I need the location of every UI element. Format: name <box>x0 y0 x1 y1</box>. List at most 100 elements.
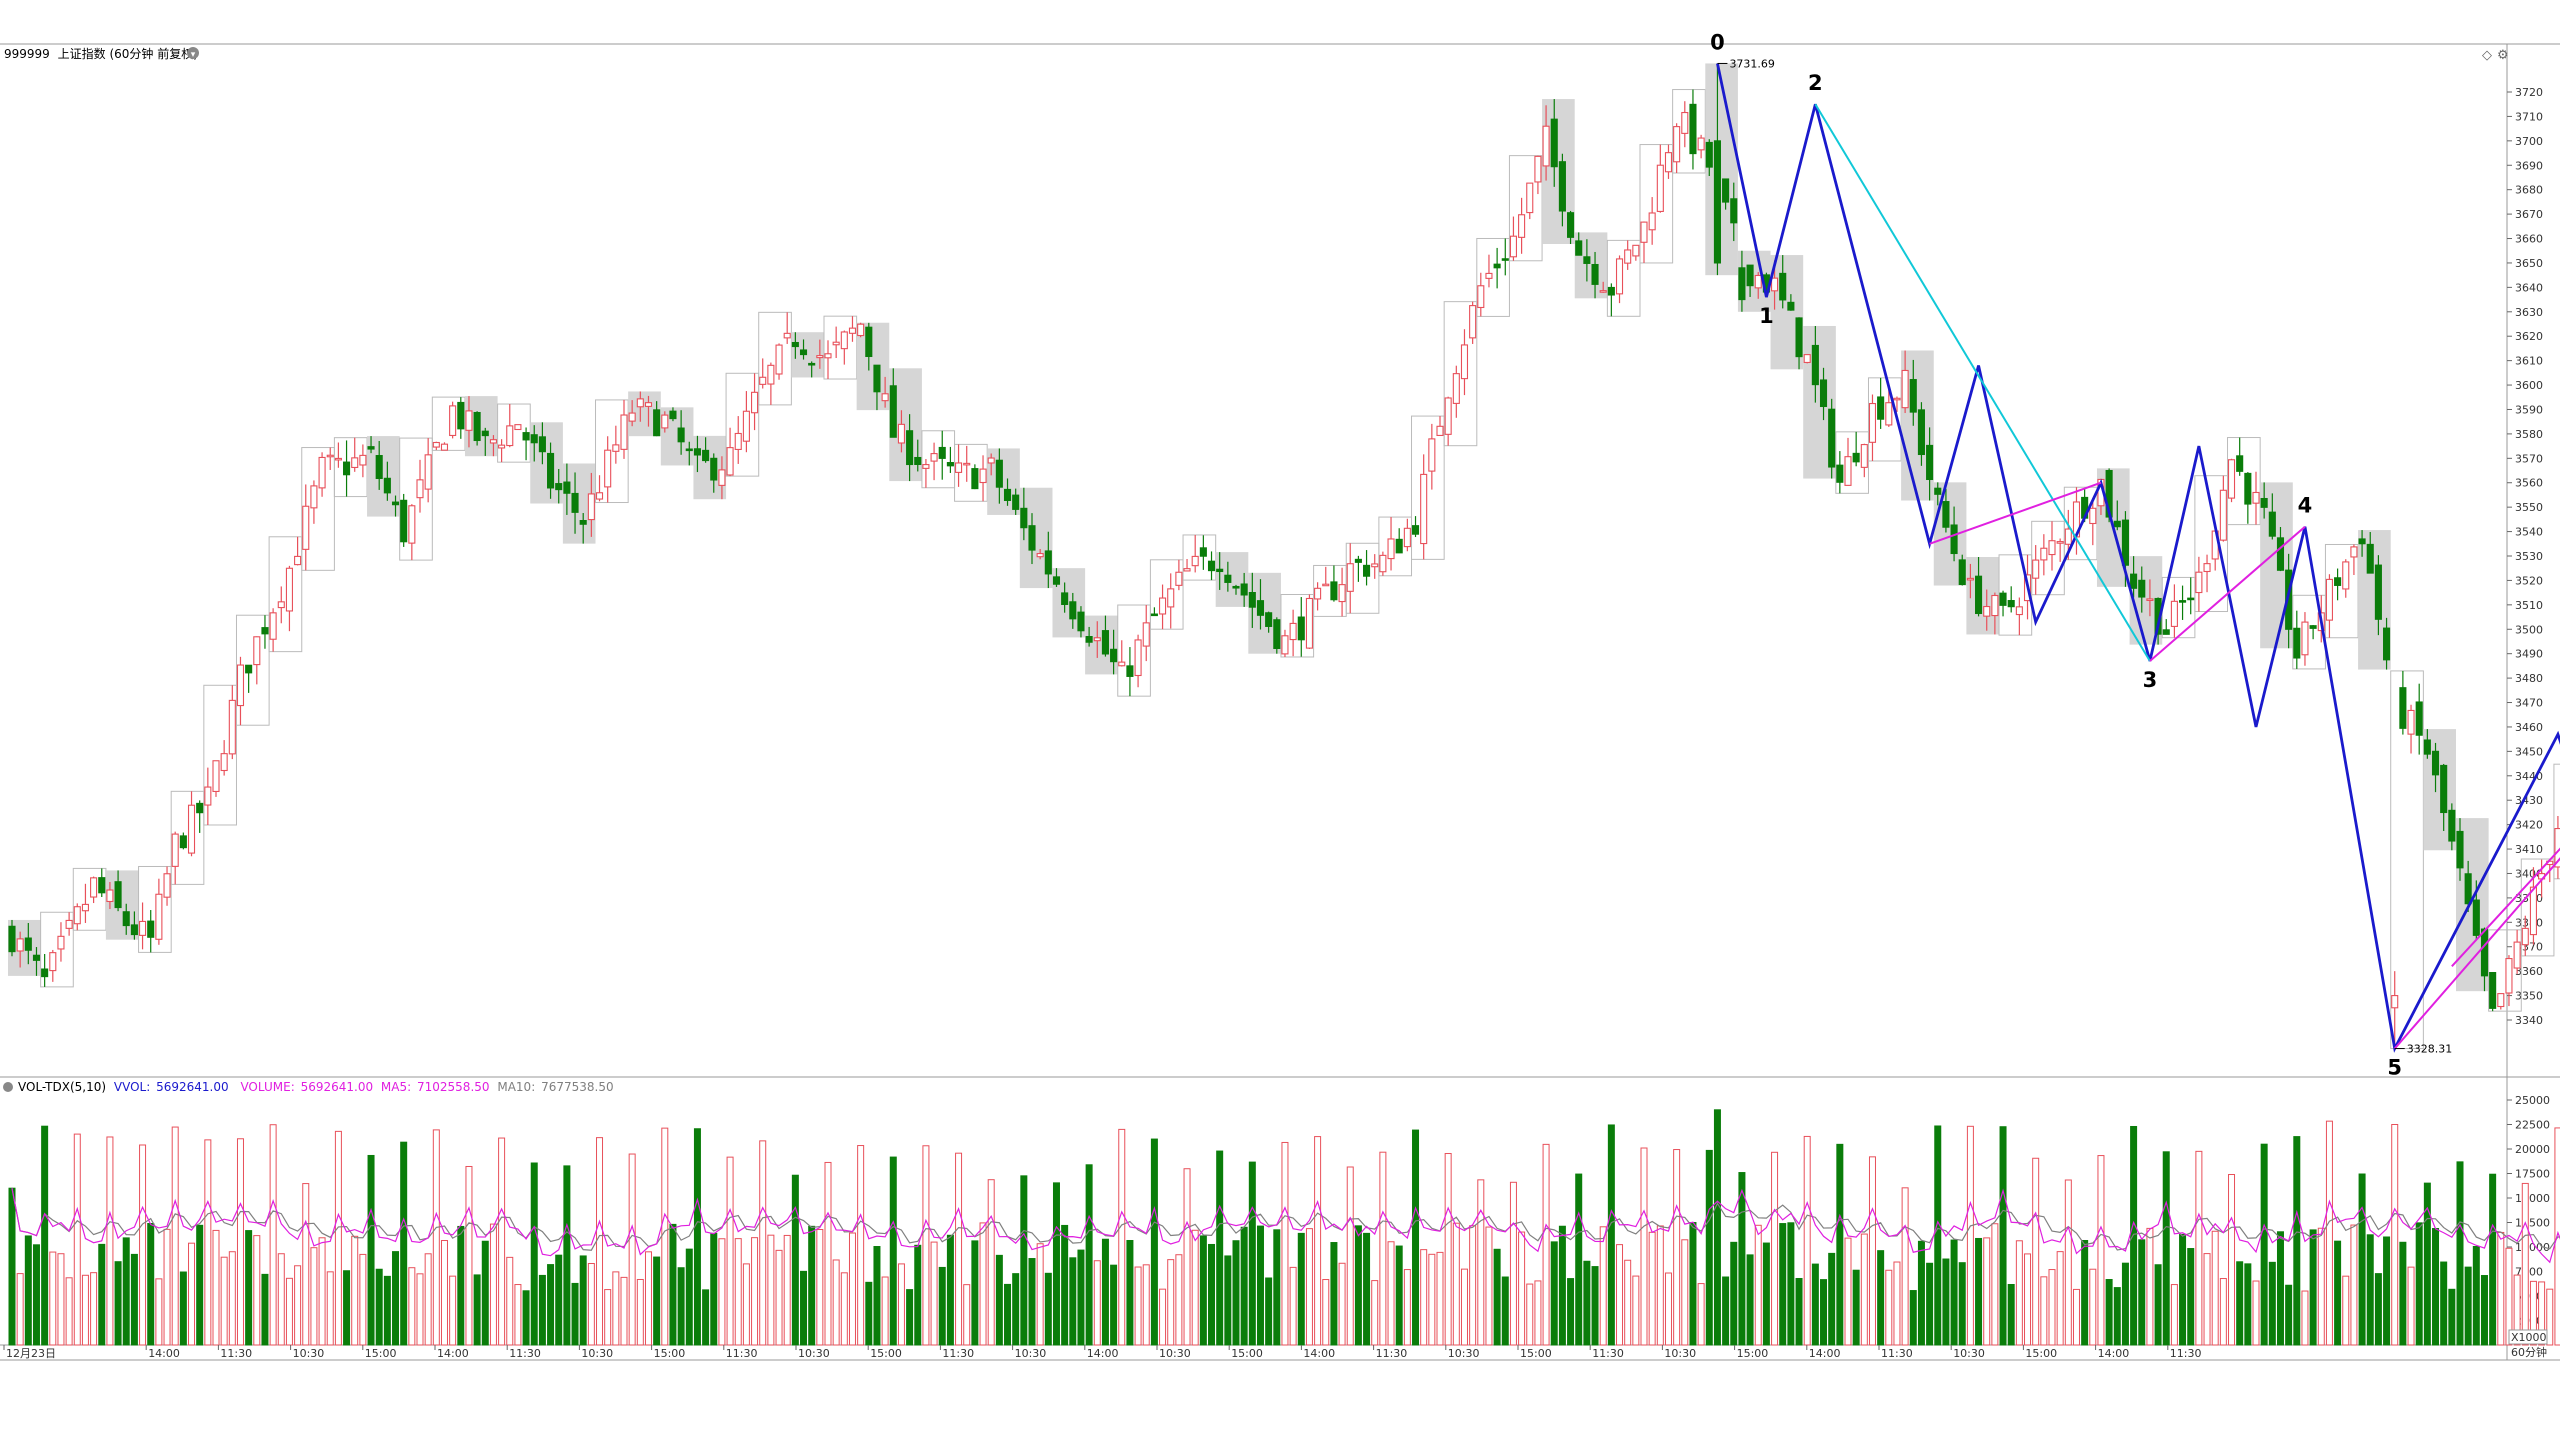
volume-bar <box>685 1248 693 1346</box>
volume-bar <box>2497 1231 2505 1346</box>
candle-body <box>1167 588 1175 608</box>
candle <box>742 391 750 453</box>
volume-bar <box>1966 1125 1974 1346</box>
candle <box>1795 317 1803 370</box>
candle <box>514 424 522 431</box>
candle <box>906 414 914 482</box>
volume-bar <box>1509 1181 1517 1346</box>
candle-body <box>2529 886 2537 936</box>
candle <box>2374 555 2382 636</box>
volume-bar <box>2293 1136 2301 1346</box>
volume-bar <box>449 1275 457 1346</box>
settings-icon[interactable] <box>187 47 199 59</box>
candle-body <box>2048 540 2056 556</box>
volume-bar <box>726 1156 734 1346</box>
volume-bar <box>481 1240 489 1346</box>
candle <box>889 368 897 438</box>
candle-body <box>1232 585 1240 589</box>
candle-body <box>449 405 457 437</box>
consolidation-box <box>1149 559 1184 630</box>
candle <box>685 441 693 466</box>
candle-body <box>791 341 799 348</box>
volume-bar <box>938 1266 946 1346</box>
candle-body <box>343 461 351 476</box>
volume-bar <box>1567 1278 1575 1346</box>
candle-body <box>612 444 620 452</box>
candle <box>179 832 187 850</box>
candle-body <box>1509 235 1517 258</box>
candle <box>351 437 359 472</box>
candle-body <box>1689 103 1697 155</box>
candle-body <box>1746 264 1754 287</box>
volume-bar <box>334 1130 342 1346</box>
candle <box>1020 487 1028 541</box>
candle-body <box>1044 550 1052 575</box>
vol-settings-icon[interactable] <box>3 1082 13 1092</box>
candle-body <box>832 341 840 346</box>
candle-body <box>1852 452 1860 463</box>
candle <box>1664 144 1673 179</box>
candle-body <box>1795 317 1803 358</box>
volume-bar <box>1950 1239 1958 1346</box>
volume-bar <box>1069 1257 1077 1346</box>
volume-bar <box>1371 1280 1379 1346</box>
volume-bar <box>1697 1283 1705 1346</box>
candle-body <box>2203 563 2211 573</box>
candle-body <box>1289 622 1297 641</box>
volume-bar <box>1101 1238 1109 1346</box>
candle-body <box>163 873 171 898</box>
candle <box>1754 272 1762 299</box>
candle-body <box>922 464 930 469</box>
candle <box>2464 860 2472 912</box>
candle <box>2489 972 2497 1012</box>
candle-body <box>498 444 506 449</box>
volume-bar <box>2342 1275 2350 1346</box>
price-tick-label: 3400 <box>2515 867 2543 880</box>
volume-bar <box>1281 1141 1289 1346</box>
candle <box>946 446 954 473</box>
candle <box>1273 617 1281 654</box>
time-tick-label: 14:00 <box>437 1347 469 1360</box>
candle-body <box>889 385 897 438</box>
candle <box>1950 506 1958 562</box>
candle <box>1615 255 1624 304</box>
candle <box>408 504 416 561</box>
candle-body <box>2399 687 2407 729</box>
candle-body <box>1322 583 1330 587</box>
volume-bar <box>514 1284 522 1346</box>
candle-body <box>1754 274 1762 289</box>
volume-value: 5692641.00 <box>301 1080 374 1094</box>
candle <box>1656 144 1664 213</box>
candle <box>1787 294 1795 311</box>
volume-bar <box>285 1277 293 1346</box>
candle-body <box>1379 554 1387 573</box>
volume-bar <box>90 1272 98 1346</box>
volume-bar <box>416 1273 424 1346</box>
settings-gear-icon[interactable]: ⚙ <box>2497 48 2509 63</box>
candle-body <box>1771 277 1779 292</box>
candle-body <box>253 636 261 666</box>
candle <box>1183 558 1191 572</box>
candle <box>1142 605 1150 662</box>
volume-bar <box>196 1224 204 1346</box>
price-tick-label: 3570 <box>2515 452 2543 465</box>
volume-bar <box>2521 1182 2529 1346</box>
candle <box>1216 552 1224 590</box>
candle-body <box>1069 601 1077 620</box>
volume-bar <box>1444 1153 1452 1346</box>
price-tick-label: 3700 <box>2515 135 2543 148</box>
volume-bar <box>498 1137 506 1346</box>
volume-bar <box>1607 1124 1615 1346</box>
candle-body <box>2227 459 2236 499</box>
volume-bar <box>179 1271 187 1346</box>
diamond-icon[interactable]: ◇ <box>2482 48 2492 63</box>
price-tick-label: 3670 <box>2515 208 2543 221</box>
candle <box>253 636 261 685</box>
candle <box>2350 544 2358 575</box>
candle <box>848 316 857 342</box>
candle <box>1942 488 1950 533</box>
candle-body <box>424 454 432 490</box>
candle-body <box>857 323 865 337</box>
candle <box>1338 567 1346 617</box>
